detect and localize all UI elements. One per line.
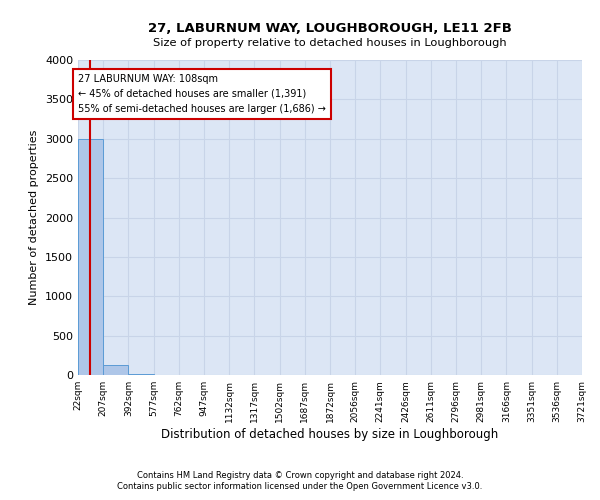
Bar: [78, 138, 103, 375]
Text: Size of property relative to detached houses in Loughborough: Size of property relative to detached ho…: [153, 38, 507, 48]
X-axis label: Distribution of detached houses by size in Loughborough: Distribution of detached houses by size …: [161, 428, 499, 440]
Text: Contains HM Land Registry data © Crown copyright and database right 2024.: Contains HM Land Registry data © Crown c…: [137, 471, 463, 480]
Text: 27, LABURNUM WAY, LOUGHBOROUGH, LE11 2FB: 27, LABURNUM WAY, LOUGHBOROUGH, LE11 2FB: [148, 22, 512, 36]
Y-axis label: Number of detached properties: Number of detached properties: [29, 130, 40, 305]
Text: Contains public sector information licensed under the Open Government Licence v3: Contains public sector information licen…: [118, 482, 482, 491]
Bar: [103, 365, 128, 375]
Bar: [128, 374, 154, 375]
Text: 27 LABURNUM WAY: 108sqm
← 45% of detached houses are smaller (1,391)
55% of semi: 27 LABURNUM WAY: 108sqm ← 45% of detache…: [78, 74, 326, 114]
